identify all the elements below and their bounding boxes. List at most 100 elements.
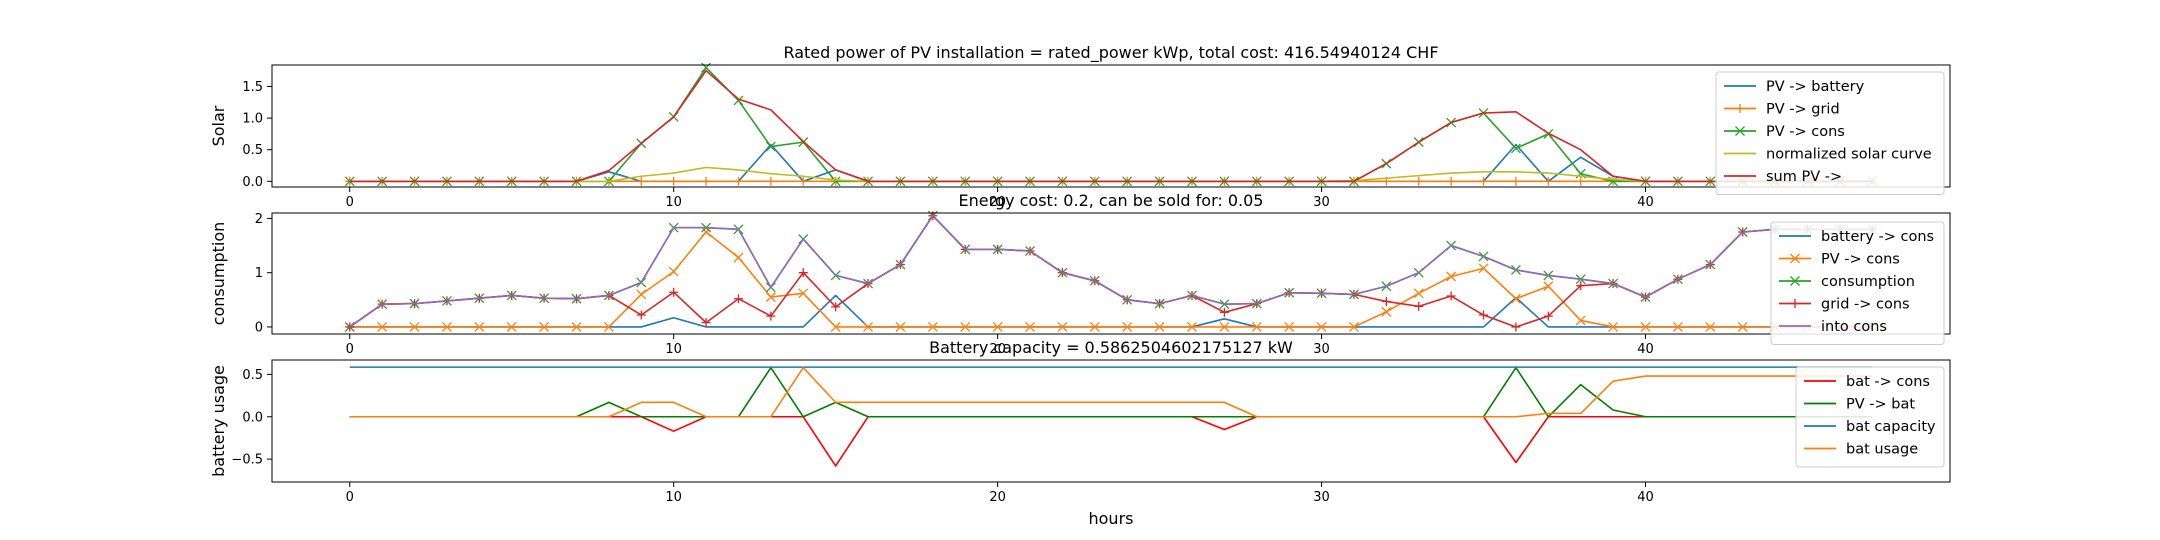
consumption-series-1-point-19 [960, 321, 971, 332]
battery-series-line-0 [349, 415, 1873, 467]
consumption-series-3-point-9 [636, 310, 646, 320]
consumption-series-1-point-6 [539, 321, 550, 332]
consumption-panel: Energy cost: 0.2, can be sold for: 0.05 0… [209, 191, 1951, 357]
battery-panel: Battery capacity = 0.5862504602175127 kW… [209, 338, 1951, 505]
consumption-series-1-point-30 [1316, 321, 1327, 332]
consumption-series-1-point-11 [701, 227, 712, 237]
solar-xtick-label-4: 40 [1637, 195, 1654, 210]
consumption-legend: battery -> cons PV -> cons consumption grid… [1770, 221, 1945, 345]
solar-ylabel: Solar [209, 105, 228, 146]
consumption-ytick-label-2: 2 [255, 212, 263, 227]
consumption-legend-label-3: grid -> cons [1821, 297, 1910, 313]
battery-xtick-label-2: 20 [989, 490, 1006, 505]
consumption-series-3-point-38 [1576, 281, 1586, 291]
consumption-title: Energy cost: 0.2, can be sold for: 0.05 [959, 191, 1264, 210]
solar-xtick-label-3: 30 [1313, 195, 1330, 210]
consumption-series-1-point-1 [377, 321, 388, 332]
consumption-series-1-point-5 [506, 321, 517, 332]
consumption-series-1-point-22 [1057, 321, 1068, 332]
battery-xtick-label-4: 40 [1637, 490, 1654, 505]
battery-xtick-label-3: 30 [1313, 490, 1330, 505]
consumption-series-1-point-39 [1608, 321, 1619, 332]
solar-series-1-point-35 [1479, 176, 1489, 186]
solar-ytick-label-0: 0.0 [242, 175, 263, 190]
consumption-series-1-point-18 [927, 321, 938, 332]
solar-ytick-label-2: 1.0 [242, 112, 263, 127]
battery-ytick-label-0: 0.5 [242, 368, 263, 383]
consumption-series-1-point-8 [603, 321, 614, 332]
consumption-series-1-point-7 [571, 321, 582, 332]
battery-xtick-label-0: 0 [346, 490, 354, 505]
solar-legend-label-2: PV -> cons [1766, 124, 1845, 140]
battery-legend-box [1795, 366, 1945, 468]
consumption-legend-label-4: into cons [1821, 319, 1887, 335]
consumption-legend-marker-3 [1790, 299, 1800, 308]
solar-ytick-label-3: 1.5 [242, 80, 263, 95]
consumption-series-1-point-43 [1737, 321, 1748, 332]
solar-xtick-label-0: 0 [346, 195, 354, 210]
consumption-series-1-point-38 [1575, 315, 1586, 326]
consumption-series-1-point-23 [1089, 321, 1100, 332]
consumption-series-1-point-16 [863, 321, 874, 332]
solar-series-line-2 [349, 66, 1873, 183]
battery-ylabel: battery usage [209, 365, 228, 477]
consumption-xtick-label-1: 10 [665, 342, 682, 357]
consumption-series-1-point-15 [830, 321, 841, 332]
consumption-series-line-2 [349, 214, 1873, 328]
consumption-series-3-point-0 [345, 322, 355, 332]
consumption-legend-label-0: battery -> cons [1821, 229, 1934, 245]
consumption-series-3-point-35 [1479, 310, 1489, 320]
solar-series-line-4 [349, 69, 1873, 183]
solar-series-1-point-13 [766, 176, 776, 186]
solar-series-2-point-0 [344, 176, 355, 187]
consumption-series-1-point-3 [441, 321, 452, 332]
consumption-series-3-point-11 [701, 318, 711, 328]
consumption-series-1-point-31 [1348, 321, 1359, 332]
consumption-series-3-point-32 [1381, 296, 1391, 306]
solar-series-1-point-11 [701, 176, 711, 186]
consumption-series-1-point-42 [1705, 321, 1716, 332]
solar-axes-frame [271, 64, 1951, 188]
consumption-ytick-label-0: 0 [255, 320, 263, 335]
solar-legend-box [1715, 71, 1945, 195]
solar-series-2-point-15 [830, 176, 841, 187]
consumption-xtick-label-2: 20 [989, 342, 1006, 357]
battery-title: Battery capacity = 0.5862504602175127 kW [929, 338, 1293, 357]
consumption-series-3-point-36 [1511, 322, 1521, 332]
consumption-series-3-point-13 [766, 311, 776, 321]
battery-series-line-3 [349, 366, 1873, 418]
consumption-series-1-point-4 [474, 321, 485, 332]
consumption-series-3-point-34 [1446, 291, 1456, 301]
solar-xtick-label-1: 10 [665, 195, 682, 210]
consumption-series-3-point-33 [1414, 301, 1424, 311]
solar-series-1-point-36 [1511, 176, 1521, 186]
consumption-legend-label-2: consumption [1821, 274, 1915, 290]
consumption-series-3-point-37 [1543, 311, 1553, 321]
consumption-ytick-label-1: 1 [255, 266, 263, 281]
battery-series-line-1 [349, 366, 1873, 418]
consumption-legend-box [1770, 221, 1945, 345]
solar-series-1-point-12 [733, 176, 743, 186]
consumption-series-line-4 [349, 214, 1873, 328]
solar-series-1-point-33 [1414, 176, 1424, 186]
consumption-series-1-point-32 [1381, 306, 1392, 317]
battery-ytick-label-2: −0.5 [231, 453, 263, 468]
solar-series-line-0 [349, 143, 1873, 183]
consumption-series-line-1 [349, 231, 1873, 328]
consumption-series-1-point-35 [1478, 263, 1489, 274]
consumption-series-3-point-27 [1219, 307, 1229, 317]
consumption-series-1-point-21 [1025, 321, 1035, 332]
consumption-xtick-label-4: 40 [1637, 342, 1654, 357]
consumption-ylabel: consumption [209, 222, 228, 326]
consumption-legend-marker-1 [1790, 253, 1800, 264]
consumption-series-3-point-15 [831, 302, 841, 312]
solar-xtick-label-2: 20 [989, 195, 1006, 210]
battery-ytick-label-1: 0.0 [242, 410, 263, 425]
consumption-series-1-point-24 [1122, 321, 1133, 332]
solar-series-2-point-36 [1510, 143, 1521, 154]
solar-legend: PV -> battery PV -> grid PV -> cons normali… [1715, 71, 1945, 195]
solar-panel: Rated power of PV installation = rated_p… [209, 43, 1951, 210]
consumption-series-1-point-28 [1251, 321, 1262, 332]
battery-legend-label-3: bat usage [1846, 442, 1918, 458]
